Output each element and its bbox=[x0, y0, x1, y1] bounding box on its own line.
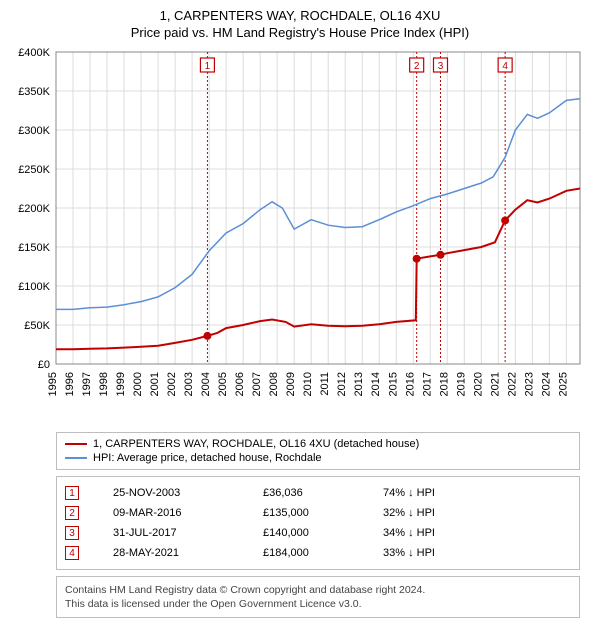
svg-text:2009: 2009 bbox=[285, 372, 297, 396]
svg-text:£0: £0 bbox=[38, 359, 50, 371]
svg-text:£100K: £100K bbox=[18, 281, 50, 293]
svg-text:2018: 2018 bbox=[438, 372, 450, 396]
event-date: 31-JUL-2017 bbox=[113, 527, 263, 539]
event-pct: 33% ↓ HPI bbox=[383, 547, 435, 559]
svg-text:2000: 2000 bbox=[132, 372, 144, 396]
legend-swatch bbox=[65, 457, 87, 459]
svg-text:£400K: £400K bbox=[18, 47, 50, 59]
svg-text:2006: 2006 bbox=[234, 372, 246, 396]
event-price: £36,036 bbox=[263, 487, 383, 499]
chart-svg: £0 £50K £100K £150K £200K £250K £300K £350K £400… bbox=[8, 44, 592, 424]
svg-text:2021: 2021 bbox=[489, 372, 501, 396]
svg-text:2011: 2011 bbox=[319, 372, 331, 396]
price-chart: £0 £50K £100K £150K £200K £250K £300K £350K £400… bbox=[8, 44, 592, 424]
legend-label: 1, CARPENTERS WAY, ROCHDALE, OL16 4XU (d… bbox=[93, 438, 419, 450]
svg-text:2007: 2007 bbox=[251, 372, 263, 396]
svg-text:2003: 2003 bbox=[183, 372, 195, 396]
event-price: £140,000 bbox=[263, 527, 383, 539]
svg-text:1998: 1998 bbox=[98, 372, 110, 396]
event-pct: 32% ↓ HPI bbox=[383, 507, 435, 519]
svg-text:2005: 2005 bbox=[217, 372, 229, 396]
svg-text:£50K: £50K bbox=[24, 320, 50, 332]
svg-text:2001: 2001 bbox=[149, 372, 161, 396]
svg-text:£350K: £350K bbox=[18, 86, 50, 98]
event-price: £135,000 bbox=[263, 507, 383, 519]
svg-text:2: 2 bbox=[414, 61, 420, 72]
svg-text:£150K: £150K bbox=[18, 242, 50, 254]
event-row: 3 31-JUL-2017 £140,000 34% ↓ HPI bbox=[65, 523, 571, 543]
svg-text:2019: 2019 bbox=[455, 372, 467, 396]
svg-text:3: 3 bbox=[438, 61, 444, 72]
svg-text:2008: 2008 bbox=[268, 372, 280, 396]
chart-title-block: 1, CARPENTERS WAY, ROCHDALE, OL16 4XU Pr… bbox=[8, 8, 592, 40]
svg-text:2004: 2004 bbox=[200, 372, 212, 396]
event-price: £184,000 bbox=[263, 547, 383, 559]
event-row: 4 28-MAY-2021 £184,000 33% ↓ HPI bbox=[65, 543, 571, 563]
svg-text:£300K: £300K bbox=[18, 125, 50, 137]
svg-text:2024: 2024 bbox=[540, 372, 552, 396]
svg-text:1995: 1995 bbox=[47, 372, 59, 396]
svg-text:2023: 2023 bbox=[523, 372, 535, 396]
event-marker-box: 4 bbox=[65, 546, 79, 560]
legend-item: 1, CARPENTERS WAY, ROCHDALE, OL16 4XU (d… bbox=[65, 437, 571, 451]
svg-text:2020: 2020 bbox=[472, 372, 484, 396]
svg-text:4: 4 bbox=[502, 61, 508, 72]
svg-text:1999: 1999 bbox=[115, 372, 127, 396]
event-date: 09-MAR-2016 bbox=[113, 507, 263, 519]
license-text: Contains HM Land Registry data © Crown c… bbox=[56, 576, 580, 618]
events-table: 1 25-NOV-2003 £36,036 74% ↓ HPI 2 09-MAR… bbox=[56, 476, 580, 570]
svg-text:2010: 2010 bbox=[302, 372, 314, 396]
chart-title-line1: 1, CARPENTERS WAY, ROCHDALE, OL16 4XU bbox=[8, 8, 592, 23]
license-line1: Contains HM Land Registry data © Crown c… bbox=[65, 583, 571, 597]
svg-text:£200K: £200K bbox=[18, 203, 50, 215]
event-marker-box: 1 bbox=[65, 486, 79, 500]
legend-swatch bbox=[65, 443, 87, 445]
svg-text:1: 1 bbox=[205, 61, 211, 72]
event-row: 2 09-MAR-2016 £135,000 32% ↓ HPI bbox=[65, 503, 571, 523]
svg-text:1996: 1996 bbox=[64, 372, 76, 396]
chart-title-line2: Price paid vs. HM Land Registry's House … bbox=[8, 25, 592, 40]
legend-label: HPI: Average price, detached house, Roch… bbox=[93, 452, 322, 464]
legend-item: HPI: Average price, detached house, Roch… bbox=[65, 451, 571, 465]
legend: 1, CARPENTERS WAY, ROCHDALE, OL16 4XU (d… bbox=[56, 432, 580, 470]
event-date: 28-MAY-2021 bbox=[113, 547, 263, 559]
event-marker-box: 2 bbox=[65, 506, 79, 520]
svg-text:£250K: £250K bbox=[18, 164, 50, 176]
svg-text:2015: 2015 bbox=[387, 372, 399, 396]
svg-text:2002: 2002 bbox=[166, 372, 178, 396]
svg-text:2012: 2012 bbox=[336, 372, 348, 396]
license-line2: This data is licensed under the Open Gov… bbox=[65, 597, 571, 611]
svg-text:2014: 2014 bbox=[370, 372, 382, 396]
svg-text:2017: 2017 bbox=[421, 372, 433, 396]
event-row: 1 25-NOV-2003 £36,036 74% ↓ HPI bbox=[65, 483, 571, 503]
event-marker-box: 3 bbox=[65, 526, 79, 540]
svg-text:2013: 2013 bbox=[353, 372, 365, 396]
event-pct: 34% ↓ HPI bbox=[383, 527, 435, 539]
event-date: 25-NOV-2003 bbox=[113, 487, 263, 499]
svg-text:2025: 2025 bbox=[557, 372, 569, 396]
svg-text:1997: 1997 bbox=[81, 372, 93, 396]
svg-text:2016: 2016 bbox=[404, 372, 416, 396]
event-pct: 74% ↓ HPI bbox=[383, 487, 435, 499]
svg-text:2022: 2022 bbox=[506, 372, 518, 396]
